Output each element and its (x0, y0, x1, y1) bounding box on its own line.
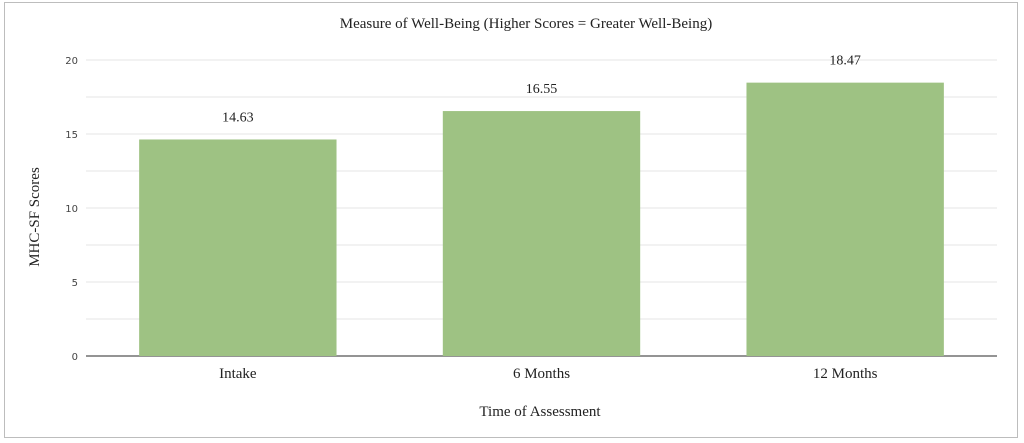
data-label: 18.47 (829, 54, 861, 69)
y-tick-label: 0 (72, 352, 78, 363)
bar (139, 139, 337, 356)
data-label: 14.63 (222, 110, 254, 125)
y-tick-label: 15 (65, 130, 78, 141)
labels: 0 5 10 15 20 14.63 Intake 16.55 6 Months 18.47 12 … (65, 54, 877, 382)
x-tick-label: 6 Months (513, 366, 570, 382)
y-axis-label: MHC-SF Scores (27, 167, 43, 267)
x-tick-label: 12 Months (813, 366, 878, 382)
y-tick-label: 10 (65, 204, 78, 215)
bars (139, 82, 944, 357)
chart-title: Measure of Well-Being (Higher Scores = G… (340, 16, 712, 32)
bar (746, 82, 944, 357)
x-axis-label: Time of Assessment (479, 404, 601, 420)
x-tick-label: Intake (219, 366, 257, 382)
y-tick-label: 5 (72, 278, 78, 289)
data-label: 16.55 (526, 82, 558, 97)
bar (442, 111, 641, 356)
y-tick-label: 20 (65, 56, 78, 67)
